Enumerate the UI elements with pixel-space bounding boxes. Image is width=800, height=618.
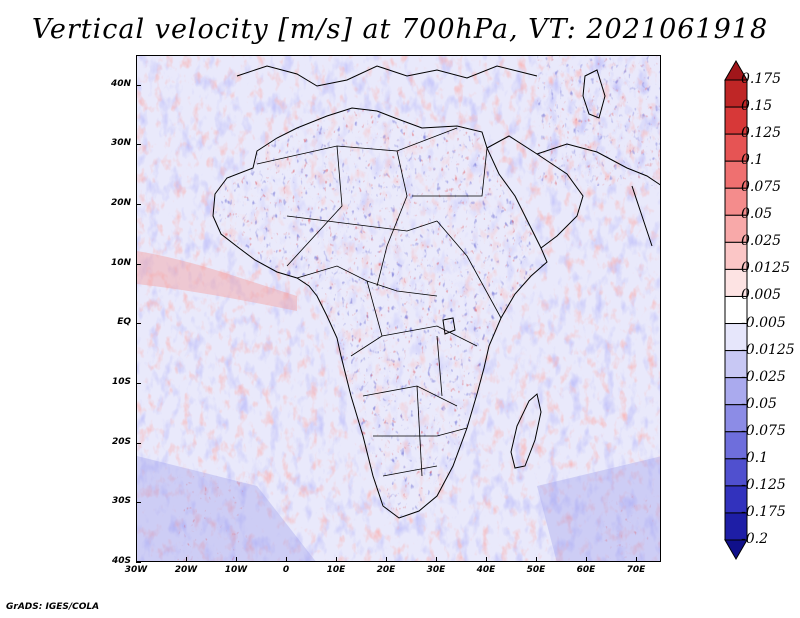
colorbar-tick-label: -0.075 — [741, 422, 786, 439]
x-tick-label: 50E — [526, 565, 546, 575]
x-tick-label: 30E — [426, 565, 446, 575]
map-panel[interactable] — [136, 55, 661, 562]
y-tick-mark — [136, 383, 141, 385]
x-tick-mark — [636, 557, 637, 562]
colorbar-tick-label: -0.125 — [741, 476, 786, 493]
x-tick-label: 0 — [282, 565, 290, 575]
x-tick-label: 10E — [326, 565, 346, 575]
vertical-velocity-field — [137, 56, 660, 561]
colorbar-bottom-triangle — [724, 539, 748, 560]
y-tick-label: EQ — [117, 317, 131, 328]
y-tick-label: 30N — [110, 138, 131, 149]
x-tick-mark — [286, 557, 287, 562]
y-tick-mark — [136, 84, 141, 86]
x-tick-label: 30W — [124, 565, 148, 575]
x-tick-mark — [486, 557, 487, 562]
x-tick-mark — [436, 557, 437, 562]
x-tick-mark — [386, 557, 387, 562]
y-tick-mark — [136, 442, 141, 444]
colorbar-tick-label: 0.075 — [741, 179, 782, 196]
x-tick-label: 20W — [174, 565, 198, 575]
y-tick-label: 10S — [111, 377, 131, 388]
colorbar-tick-label: 0.15 — [741, 98, 773, 115]
colorbar-tick-label: -0.175 — [741, 503, 786, 520]
colorbar-tick-label: 0.0125 — [741, 260, 790, 277]
colorbar-tick-label: -0.005 — [741, 314, 786, 331]
grads-credit: GrADS: IGES/COLA — [6, 602, 100, 612]
y-tick-mark — [136, 204, 141, 206]
y-tick-mark — [136, 263, 141, 265]
y-tick-label: 30S — [111, 496, 131, 507]
country-borders — [256, 127, 502, 477]
coastlines — [212, 65, 660, 519]
colorbar-tick-label: -0.025 — [741, 368, 786, 385]
y-tick-label: 20N — [110, 198, 131, 209]
x-tick-mark — [236, 557, 237, 562]
colorbar-tick-label: -0.2 — [741, 531, 768, 547]
x-tick-mark — [536, 557, 537, 562]
y-tick-label: 40S — [111, 556, 131, 566]
colorbar-tick-label: 0.125 — [741, 125, 782, 142]
colorbar — [724, 60, 748, 560]
y-tick-mark — [136, 562, 141, 563]
x-tick-mark — [336, 557, 337, 562]
chart-title: Vertical velocity [m/s] at 700hPa, VT: 2… — [31, 14, 769, 45]
colorbar-tick-label: 0.025 — [741, 233, 782, 250]
x-tick-label: 70E — [626, 565, 646, 575]
x-tick-mark — [586, 557, 587, 562]
colorbar-tick-label: 0.05 — [741, 206, 773, 223]
y-tick-mark — [136, 144, 141, 146]
x-tick-label: 60E — [576, 565, 596, 575]
colorbar-tick-label: 0.1 — [741, 152, 764, 169]
colorbar-tick-label: -0.0125 — [741, 341, 795, 358]
colorbar-tick-label: 0.005 — [741, 287, 782, 304]
y-tick-label: 40N — [110, 78, 131, 89]
x-tick-label: 10W — [224, 565, 248, 575]
y-tick-label: 10N — [110, 257, 131, 268]
y-tick-label: 20S — [111, 436, 131, 447]
x-tick-mark — [186, 557, 187, 562]
colorbar-tick-label: -0.1 — [741, 449, 768, 466]
x-tick-mark — [136, 557, 137, 562]
y-tick-mark — [136, 502, 141, 504]
x-tick-label: 40E — [476, 565, 496, 575]
x-tick-label: 20E — [376, 565, 396, 575]
y-tick-mark — [136, 323, 141, 325]
colorbar-tick-label: -0.05 — [741, 395, 777, 412]
colorbar-tick-label: 0.175 — [741, 71, 782, 87]
